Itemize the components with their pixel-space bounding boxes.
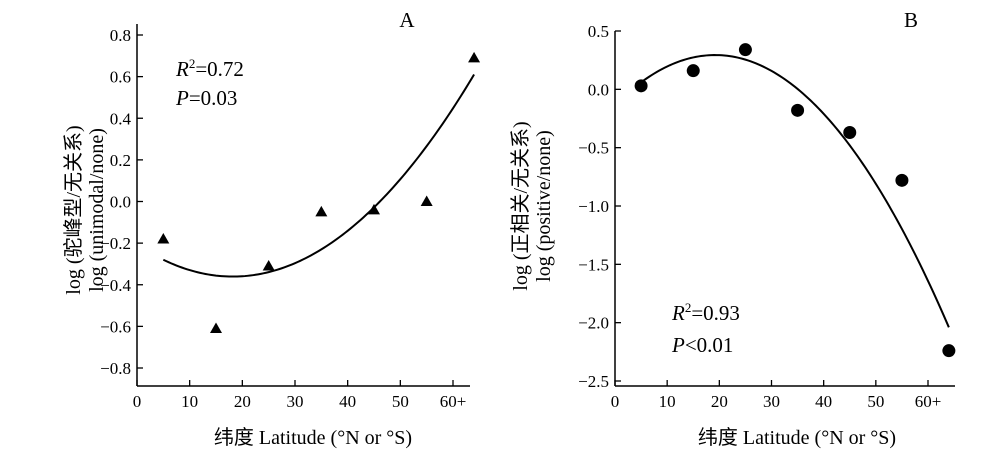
panel-a-p-symbol: P	[175, 86, 189, 110]
y-tick-label: 0.2	[110, 151, 131, 170]
panel-b-p-value: <0.01	[685, 333, 734, 357]
panel-a-x-ticks: 0 10 20 30 40 50 60+	[133, 380, 467, 411]
y-tick-label: −1.5	[578, 255, 609, 274]
panel-b-y-ticks: −2.5 −2.0 −1.5 −1.0 −0.5 0.0 0.5	[578, 22, 621, 391]
panel-b-r2-exponent: 2	[685, 300, 692, 315]
panel-a-label: A	[399, 8, 415, 32]
data-point-circle	[686, 64, 700, 78]
x-tick-label: 50	[867, 392, 884, 411]
data-point-triangle	[368, 203, 380, 215]
panel-b-x-label: 纬度 Latitude (°N or °S)	[698, 426, 896, 449]
y-tick-label: 0.4	[110, 109, 132, 128]
panel-a-p-value: =0.03	[189, 86, 238, 110]
x-tick-label: 10	[181, 392, 198, 411]
x-tick-label: 60+	[440, 392, 467, 411]
panel-b-r2-symbol: R	[671, 301, 685, 325]
data-point-triangle	[210, 322, 222, 333]
panel-a-p: P=0.03	[175, 86, 237, 110]
data-point-circle	[895, 173, 909, 187]
y-tick-label: 0.8	[110, 26, 131, 45]
y-tick-label: −0.4	[100, 276, 131, 295]
panel-a-y-label-line1: log (驼峰型/无关系)	[62, 125, 85, 294]
x-tick-label: 60+	[915, 392, 942, 411]
panel-b-r2-value: =0.93	[691, 301, 740, 325]
y-tick-label: 0.0	[110, 193, 131, 212]
x-tick-label: 30	[287, 392, 304, 411]
panel-b-points	[634, 43, 956, 358]
panel-b-fit-curve	[640, 54, 950, 328]
panel-b: −2.5 −2.0 −1.5 −1.0 −0.5 0.0 0.5 0 10 20 30 40 50 60…	[509, 8, 956, 449]
panel-b-p-symbol: P	[671, 333, 685, 357]
x-tick-label: 10	[659, 392, 676, 411]
panel-a-y-label-line2: log (unimodal/none)	[86, 128, 108, 292]
y-tick-label: −1.0	[578, 197, 609, 216]
y-tick-label: −0.5	[578, 139, 609, 158]
y-tick-label: −2.0	[578, 314, 609, 333]
panel-a-fit-curve	[162, 74, 475, 278]
y-tick-label: 0.0	[588, 80, 609, 99]
panel-a-points	[157, 51, 481, 333]
panel-b-y-label-line2: log (positive/none)	[533, 130, 555, 282]
panel-b-p: P<0.01	[671, 333, 733, 357]
panel-b-x-ticks: 0 10 20 30 40 50 60+	[611, 380, 942, 411]
data-point-circle	[738, 43, 752, 57]
panel-a-y-ticks: −0.8 −0.6 −0.4 −0.2 0.0 0.2 0.4 0.6 0.8	[100, 26, 143, 378]
x-tick-label: 50	[392, 392, 409, 411]
data-point-circle	[942, 344, 956, 358]
x-tick-label: 0	[611, 392, 620, 411]
panel-a: −0.8 −0.6 −0.4 −0.2 0.0 0.2 0.4 0.6 0.8 0 10 20 30 4…	[62, 8, 481, 449]
panel-a-r2-value: =0.72	[195, 57, 244, 81]
y-tick-label: 0.5	[588, 22, 609, 41]
data-point-circle	[634, 79, 648, 93]
data-point-triangle	[315, 205, 328, 217]
panel-a-r2: R2=0.72	[175, 56, 244, 81]
y-tick-label: −0.6	[100, 317, 131, 336]
data-point-triangle	[157, 232, 170, 244]
x-tick-label: 20	[711, 392, 728, 411]
y-tick-label: −0.2	[100, 234, 131, 253]
x-tick-label: 0	[133, 392, 142, 411]
panel-b-label: B	[904, 8, 918, 32]
panel-a-x-label: 纬度 Latitude (°N or °S)	[214, 426, 412, 449]
x-tick-label: 20	[234, 392, 251, 411]
x-tick-label: 30	[763, 392, 780, 411]
panel-a-r2-symbol: R	[175, 57, 189, 81]
y-tick-label: −0.8	[100, 359, 131, 378]
y-tick-label: 0.6	[110, 68, 131, 87]
panel-b-r2: R2=0.93	[671, 300, 740, 325]
x-tick-label: 40	[339, 392, 356, 411]
data-point-triangle	[420, 195, 433, 206]
panel-a-r2-exponent: 2	[189, 56, 196, 71]
panel-b-y-label-line1: log (正相关/无关系)	[509, 121, 532, 290]
data-point-circle	[843, 126, 857, 139]
data-point-triangle	[468, 51, 481, 63]
y-tick-label: −2.5	[578, 372, 609, 391]
data-point-triangle	[262, 260, 275, 271]
x-tick-label: 40	[815, 392, 832, 411]
data-point-circle	[791, 103, 805, 117]
